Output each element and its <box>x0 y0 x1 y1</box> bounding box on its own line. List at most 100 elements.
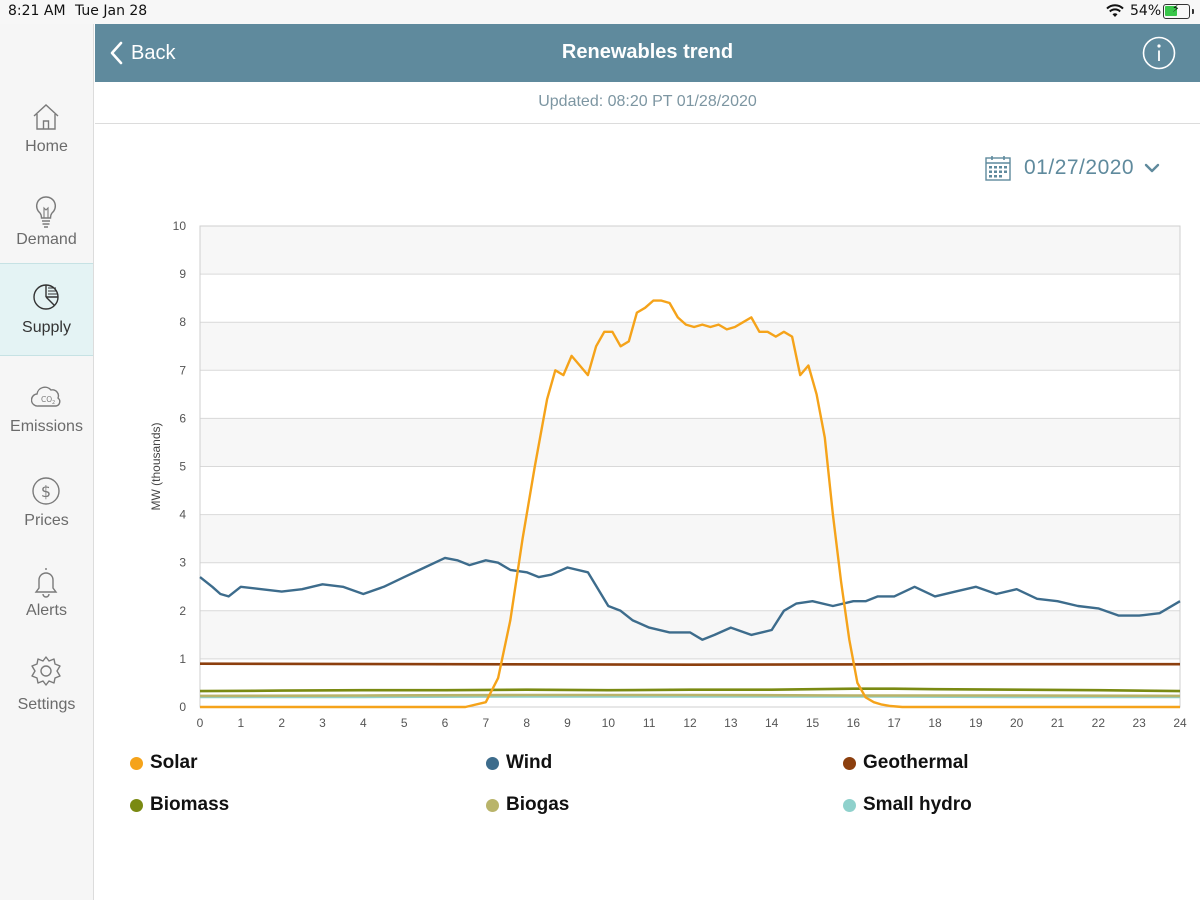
battery-icon: ⚡ <box>1163 2 1194 19</box>
grid-band <box>200 370 1180 419</box>
sidebar-item-label: Settings <box>17 696 76 713</box>
selected-date: 01/27/2020 <box>1024 156 1135 179</box>
x-tick-label: 23 <box>1132 716 1146 730</box>
legend-label: Small hydro <box>863 794 972 815</box>
x-tick-label: 1 <box>237 716 244 730</box>
legend-swatch <box>486 756 499 770</box>
x-tick-label: 20 <box>1010 716 1024 730</box>
legend-item-solar[interactable]: Solar <box>130 752 198 774</box>
date-picker[interactable]: 01/27/2020 <box>984 152 1160 184</box>
x-tick-label: 9 <box>564 716 571 730</box>
back-label: Back <box>131 41 176 64</box>
grid-band <box>200 466 1180 515</box>
sidebar-item-label: Emissions <box>10 418 83 435</box>
sidebar: Home Demand Supply CO 2 Emissions $ Price… <box>0 24 94 900</box>
legend-item-biomass[interactable]: Biomass <box>130 794 229 816</box>
info-icon[interactable] <box>1142 36 1176 70</box>
x-tick-label: 15 <box>806 716 820 730</box>
sidebar-item-emissions[interactable]: CO 2 Emissions <box>0 374 93 467</box>
legend-swatch <box>843 798 856 812</box>
svg-text:$: $ <box>41 482 51 501</box>
legend-swatch <box>843 756 856 770</box>
y-tick-label: 0 <box>179 700 186 714</box>
series-line-biogas <box>199 693 1181 698</box>
legend-label: Solar <box>150 752 198 773</box>
grid-band <box>200 562 1180 611</box>
legend-item-wind[interactable]: Wind <box>486 752 552 774</box>
sidebar-item-prices[interactable]: $ Prices <box>0 468 93 561</box>
series-line-geothermal <box>199 662 1180 666</box>
chart-legend: Solar Wind Geothermal Biomass Biogas Sma… <box>130 750 1130 830</box>
y-tick-label: 5 <box>179 460 186 474</box>
sidebar-item-home[interactable]: Home <box>0 94 93 187</box>
y-tick-label: 10 <box>173 219 187 233</box>
gear-icon <box>31 656 61 686</box>
x-tick-label: 0 <box>197 716 204 730</box>
x-tick-label: 19 <box>969 716 983 730</box>
x-tick-label: 2 <box>278 716 285 730</box>
grid-band <box>200 322 1180 371</box>
x-tick-label: 17 <box>887 716 901 730</box>
grid-band <box>200 418 1180 467</box>
charging-bolt-icon: ⚡ <box>1172 2 1180 15</box>
x-tick-label: 3 <box>319 716 326 730</box>
sidebar-item-demand[interactable]: Demand <box>0 187 93 280</box>
page-title: Renewables trend <box>561 41 734 63</box>
legend-item-geothermal[interactable]: Geothermal <box>843 752 969 774</box>
dollar-icon: $ <box>32 477 60 505</box>
x-tick-label: 16 <box>847 716 861 730</box>
battery-fill <box>1165 6 1177 16</box>
wifi-icon <box>1106 4 1124 22</box>
back-button[interactable]: Back <box>109 38 175 68</box>
legend-label: Biomass <box>150 794 230 815</box>
grid-band <box>200 610 1180 659</box>
legend-item-biogas[interactable]: Biogas <box>486 794 569 816</box>
status-bar: 8:21 AM Tue Jan 28 54% ⚡ <box>0 0 1200 24</box>
sidebar-item-supply[interactable]: Supply <box>0 263 93 356</box>
plot-area <box>199 225 1181 708</box>
chevron-down-icon <box>1144 163 1160 173</box>
y-tick-label: 4 <box>179 508 186 522</box>
chevron-left-icon <box>110 41 123 65</box>
battery-percent: 54% <box>1130 3 1162 19</box>
sidebar-item-alerts[interactable]: Alerts <box>0 558 93 651</box>
sidebar-item-label: Home <box>25 138 68 155</box>
status-date: Tue Jan 28 <box>75 3 148 19</box>
y-axis-label: MW (thousands) <box>149 422 163 510</box>
y-tick-label: 1 <box>179 652 186 666</box>
x-tick-label: 14 <box>765 716 779 730</box>
grid-band <box>200 658 1180 707</box>
legend-label: Wind <box>506 752 553 773</box>
lightbulb-icon <box>36 196 56 228</box>
home-icon <box>33 104 59 130</box>
legend-item-small-hydro[interactable]: Small hydro <box>843 794 972 816</box>
x-tick-label: 8 <box>523 716 530 730</box>
y-tick-label: 8 <box>179 315 186 329</box>
x-tick-label: 21 <box>1051 716 1065 730</box>
legend-swatch <box>486 798 499 812</box>
bell-icon <box>34 568 58 598</box>
legend-swatch <box>130 798 143 812</box>
grid-band <box>200 274 1180 323</box>
x-tick-label: 12 <box>683 716 697 730</box>
co2-cloud-icon: CO 2 <box>31 386 61 407</box>
y-tick-label: 2 <box>179 604 186 618</box>
y-tick-label: 7 <box>179 363 186 377</box>
grid-band <box>200 514 1180 563</box>
x-tick-label: 24 <box>1173 716 1187 730</box>
grid-band <box>200 226 1180 275</box>
sidebar-item-settings[interactable]: Settings <box>0 652 93 745</box>
x-tick-label: 10 <box>602 716 616 730</box>
sidebar-item-label: Alerts <box>26 602 67 619</box>
pie-chart-icon <box>33 284 59 310</box>
x-tick-label: 13 <box>724 716 738 730</box>
x-tick-label: 7 <box>482 716 489 730</box>
header-bar: Back Renewables trend <box>95 24 1200 82</box>
y-tick-label: 9 <box>179 267 186 281</box>
svg-text:2: 2 <box>52 400 55 406</box>
y-tick-label: 6 <box>179 411 186 425</box>
sidebar-item-label: Supply <box>22 319 71 336</box>
x-tick-label: 6 <box>442 716 449 730</box>
x-tick-label: 11 <box>643 716 656 730</box>
updated-timestamp: Updated: 08:20 PT 01/28/2020 <box>95 82 1200 124</box>
